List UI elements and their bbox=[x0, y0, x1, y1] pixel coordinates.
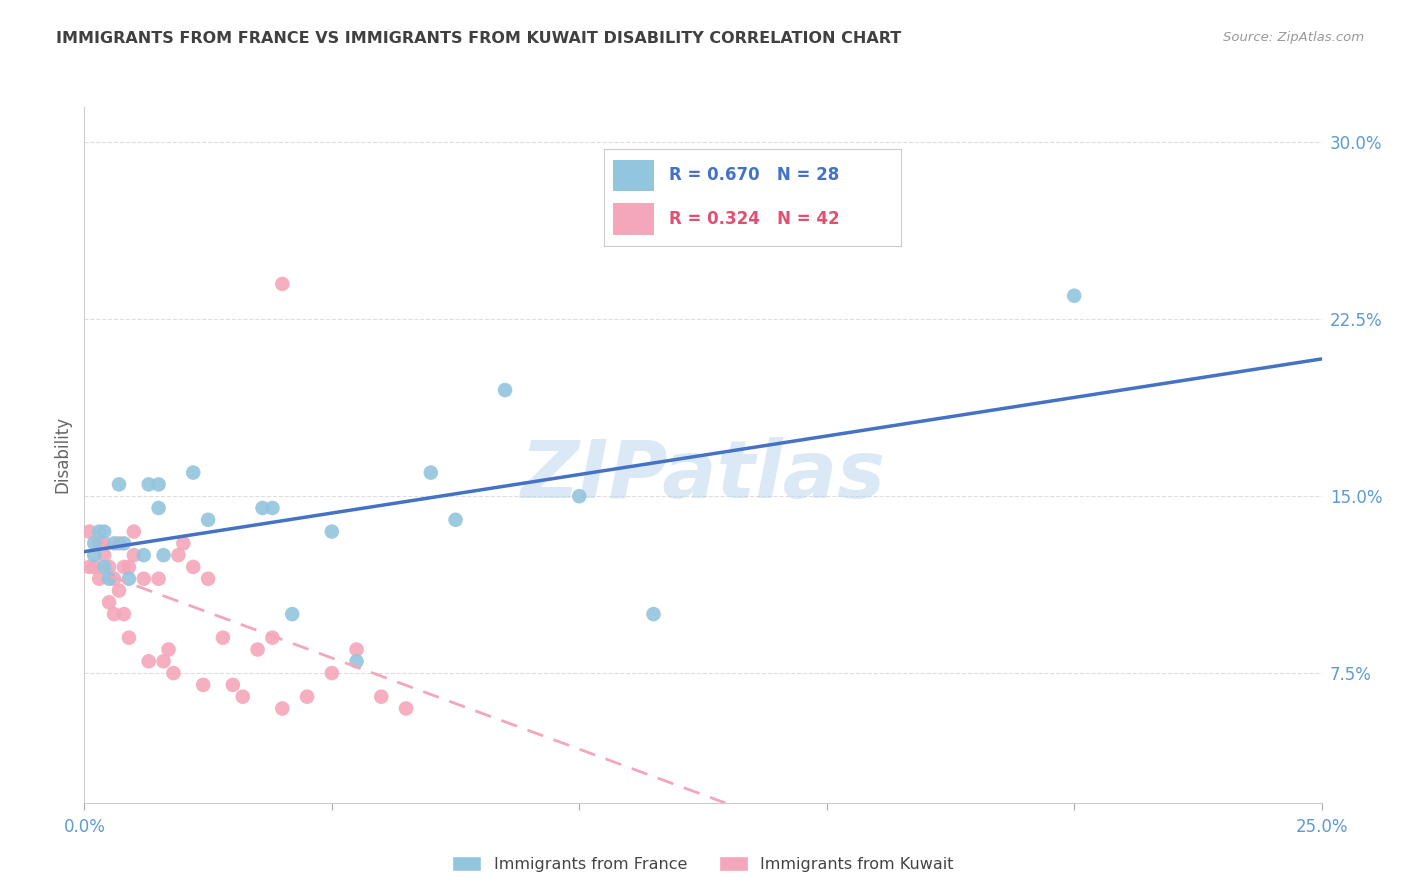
Point bbox=[246, 642, 269, 657]
Point bbox=[271, 277, 294, 291]
Point bbox=[419, 466, 441, 480]
Point bbox=[103, 536, 125, 550]
Point bbox=[93, 548, 115, 562]
Point bbox=[152, 654, 174, 668]
Point bbox=[98, 572, 121, 586]
Point bbox=[138, 477, 160, 491]
Point bbox=[118, 560, 141, 574]
Point bbox=[212, 631, 235, 645]
Point bbox=[98, 595, 121, 609]
Point bbox=[93, 524, 115, 539]
Point bbox=[271, 701, 294, 715]
Point bbox=[118, 572, 141, 586]
Text: ZIPatlas: ZIPatlas bbox=[520, 437, 886, 515]
Point bbox=[370, 690, 392, 704]
Point bbox=[83, 548, 105, 562]
Point bbox=[162, 666, 184, 681]
Point bbox=[568, 489, 591, 503]
Point bbox=[262, 631, 284, 645]
Point bbox=[232, 690, 254, 704]
Point bbox=[167, 548, 190, 562]
Point bbox=[643, 607, 665, 621]
Point bbox=[112, 560, 135, 574]
Point bbox=[444, 513, 467, 527]
Point bbox=[252, 500, 274, 515]
Point bbox=[93, 560, 115, 574]
Point bbox=[197, 513, 219, 527]
Text: IMMIGRANTS FROM FRANCE VS IMMIGRANTS FROM KUWAIT DISABILITY CORRELATION CHART: IMMIGRANTS FROM FRANCE VS IMMIGRANTS FRO… bbox=[56, 31, 901, 46]
Point bbox=[112, 607, 135, 621]
Point bbox=[79, 524, 101, 539]
Point bbox=[321, 666, 343, 681]
FancyBboxPatch shape bbox=[613, 203, 655, 235]
Point bbox=[281, 607, 304, 621]
Point bbox=[122, 548, 145, 562]
Point bbox=[1063, 289, 1085, 303]
Text: Source: ZipAtlas.com: Source: ZipAtlas.com bbox=[1223, 31, 1364, 45]
Point bbox=[108, 536, 131, 550]
Point bbox=[98, 560, 121, 574]
Point bbox=[108, 583, 131, 598]
Point bbox=[181, 560, 204, 574]
Point bbox=[295, 690, 318, 704]
Point bbox=[494, 383, 516, 397]
Point bbox=[118, 631, 141, 645]
Y-axis label: Disability: Disability bbox=[53, 417, 72, 493]
Point bbox=[148, 572, 170, 586]
Point bbox=[197, 572, 219, 586]
Point bbox=[132, 572, 155, 586]
Point bbox=[191, 678, 214, 692]
Point bbox=[172, 536, 194, 550]
FancyBboxPatch shape bbox=[613, 160, 655, 191]
Point bbox=[93, 536, 115, 550]
Point bbox=[346, 654, 368, 668]
Point bbox=[395, 701, 418, 715]
Point bbox=[89, 536, 111, 550]
Text: R = 0.670   N = 28: R = 0.670 N = 28 bbox=[669, 166, 839, 184]
Point bbox=[112, 536, 135, 550]
Point bbox=[83, 560, 105, 574]
Point bbox=[89, 572, 111, 586]
Point bbox=[103, 607, 125, 621]
Point bbox=[108, 477, 131, 491]
Point bbox=[103, 572, 125, 586]
Legend: Immigrants from France, Immigrants from Kuwait: Immigrants from France, Immigrants from … bbox=[446, 849, 960, 879]
Point bbox=[157, 642, 180, 657]
Point bbox=[122, 524, 145, 539]
Point bbox=[148, 477, 170, 491]
Point bbox=[89, 524, 111, 539]
Point bbox=[148, 500, 170, 515]
Point bbox=[262, 500, 284, 515]
Point bbox=[152, 548, 174, 562]
Point bbox=[181, 466, 204, 480]
Point bbox=[138, 654, 160, 668]
Text: R = 0.324   N = 42: R = 0.324 N = 42 bbox=[669, 210, 839, 228]
Point bbox=[79, 560, 101, 574]
Point bbox=[132, 548, 155, 562]
Point bbox=[83, 536, 105, 550]
Point bbox=[321, 524, 343, 539]
Point bbox=[346, 642, 368, 657]
Point bbox=[222, 678, 245, 692]
